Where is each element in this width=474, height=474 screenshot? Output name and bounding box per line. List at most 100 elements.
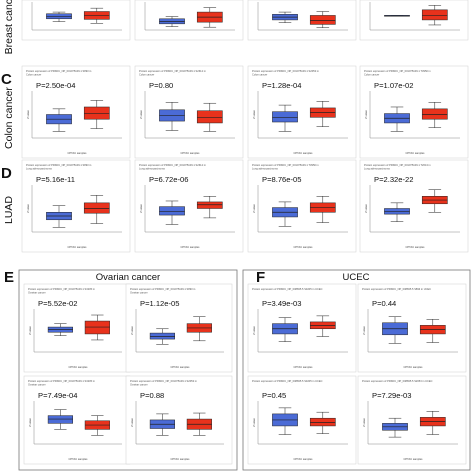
y-axis-label: Z-value (252, 110, 256, 119)
box-tumor (196, 110, 223, 124)
box-normal (47, 415, 73, 424)
chart-frame (359, 159, 469, 253)
section-title-ucec: UCEC (343, 272, 370, 283)
chart-subtitle: Colon cancer (252, 73, 267, 77)
chart-title: Protein expression of PRKDC_NP_001075109… (252, 69, 319, 73)
y-axis-label: Z-value (252, 204, 256, 213)
chart-subtitle: Ovarian cancer (28, 383, 46, 387)
chart-frame (247, 65, 357, 159)
x-axis-label: CPTAC samples (181, 151, 201, 155)
box-tumor (83, 106, 110, 120)
x-axis-label: CPTAC samples (294, 457, 314, 461)
chart-subtitle: Colon cancer (364, 73, 379, 77)
chart-title: Protein expression of PRKDC_NP_001075109… (139, 69, 206, 73)
chart-frame (125, 375, 233, 465)
chart-frame (247, 375, 357, 465)
p-value: P=3.49e-03 (262, 299, 301, 308)
chart-panel-breast-1 (21, 0, 131, 41)
section-frame-ucec (242, 269, 471, 471)
y-axis-label: Z-value (130, 326, 134, 335)
chart-panel-colon-4: Protein expression of PRKDC_NP_001075109… (359, 65, 469, 159)
chart-title: Protein expression of PRKDC_NP_008835.5 … (252, 379, 323, 383)
y-axis-label: Z-value (26, 110, 30, 119)
chart-panel-breast-2 (134, 0, 244, 41)
chart-frame (357, 283, 467, 373)
y-axis-label: Z-value (26, 204, 30, 213)
chart-subtitle: Ovarian cancer (28, 291, 46, 295)
y-axis-label: Z-value (362, 326, 366, 335)
box-normal (272, 111, 298, 123)
chart-title: Protein expression of PRKDC_NP_001075109… (130, 379, 197, 383)
chart-subtitle: Lung adenocarcinoma (26, 167, 52, 171)
y-axis-label: Z-value (139, 204, 143, 213)
chart-panel-colon-2: Protein expression of PRKDC_NP_001075109… (134, 65, 244, 159)
chart-frame (134, 65, 244, 159)
row-label-luad: LUAD (3, 196, 15, 224)
chart-panel-luad-1: Protein expression of PRKDC_NP_001075109… (21, 159, 131, 253)
box-tumor (84, 320, 110, 335)
p-value: P=5.16e-11 (36, 175, 75, 184)
box-tumor (309, 417, 336, 427)
box-normal (149, 332, 175, 340)
chart-frame (134, 159, 244, 253)
chart-panel-ovarian-3: Protein expression of PRKDC_NP_001075109… (23, 375, 131, 465)
chart-title: Protein expression of PRKDC_NP_008835.5 … (252, 287, 323, 291)
chart-title: Protein expression of PRKDC_NP_001075109… (26, 69, 92, 73)
chart-panel-ovarian-4: Protein expression of PRKDC_NP_001075109… (125, 375, 233, 465)
p-value: P=1.28e-04 (262, 81, 301, 90)
x-axis-label: CPTAC samples (406, 245, 426, 249)
x-axis-label: CPTAC samples (69, 365, 89, 369)
chart-subtitle: Lung adenocarcinoma (364, 167, 390, 171)
panel-letter-c: C (1, 71, 12, 88)
y-axis-label: Z-value (28, 326, 32, 335)
y-axis-label: Z-value (130, 418, 134, 427)
panel-letter-d: D (1, 165, 12, 182)
x-axis-label: CPTAC samples (294, 151, 314, 155)
chart-title: Protein expression of PRKDC_NP_001075109… (364, 163, 431, 167)
row-label-colon: Colon cancer (3, 87, 15, 149)
p-value: P=0.80 (149, 81, 173, 90)
x-axis-label: CPTAC samples (406, 151, 426, 155)
chart-frame (21, 0, 131, 41)
x-axis-label: CPTAC samples (68, 245, 88, 249)
chart-subtitle: Colon cancer (139, 73, 154, 77)
y-axis-label: Z-value (28, 418, 32, 427)
chart-grid: Protein expression of PRKDC_NP_001075109… (21, 0, 469, 465)
p-value: P=2.32e-22 (374, 175, 413, 184)
y-axis-label: Z-value (362, 418, 366, 427)
y-axis-label: Z-value (139, 110, 143, 119)
chart-title: Protein expression of PRKDC_NP_001075109… (130, 287, 196, 291)
box-normal (159, 206, 185, 216)
chart-panel-breast-3 (247, 0, 357, 41)
chart-panel-breast-4 (359, 0, 469, 41)
p-value: P=0.44 (372, 299, 396, 308)
x-axis-label: CPTAC samples (69, 457, 89, 461)
chart-panel-ucec-2: Protein expression of PRKDC_NP_008835.5 … (357, 283, 467, 373)
x-axis-label: CPTAC samples (181, 245, 201, 249)
section-frame-ovarian (18, 269, 238, 471)
chart-subtitle: Ovarian cancer (130, 383, 148, 387)
panel-letter-f: F (256, 269, 265, 286)
chart-title: Protein expression of PRKDC_NP_001075109… (26, 163, 92, 167)
chart-subtitle: Lung adenocarcinoma (252, 167, 278, 171)
x-axis-label: CPTAC samples (68, 151, 88, 155)
chart-frame (359, 0, 469, 41)
chart-panel-ovarian-1: Protein expression of PRKDC_NP_001075109… (23, 283, 131, 373)
x-axis-label: CPTAC samples (171, 365, 191, 369)
box-tumor (309, 15, 336, 25)
chart-title: Protein expression of PRKDC_NP_008835.5 … (362, 287, 431, 291)
y-axis-label: Z-value (364, 204, 368, 213)
chart-subtitle: Lung adenocarcinoma (139, 167, 165, 171)
chart-subtitle: Colon cancer (26, 73, 41, 77)
chart-frame (23, 375, 131, 465)
chart-panel-colon-1: Protein expression of PRKDC_NP_001075109… (21, 65, 131, 159)
chart-frame (23, 283, 131, 373)
chart-subtitle: Ovarian cancer (130, 291, 148, 295)
chart-panel-ucec-4: Protein expression of PRKDC_NP_008835.5 … (357, 375, 467, 465)
section-title-ovarian: Ovarian cancer (96, 272, 160, 283)
p-value: P=7.29e-03 (372, 391, 411, 400)
chart-title: Protein expression of PRKDC_NP_001075109… (28, 379, 95, 383)
p-value: P=2.50e-04 (36, 81, 75, 90)
p-value: P=1.12e-05 (140, 299, 179, 308)
y-axis-label: Z-value (364, 110, 368, 119)
